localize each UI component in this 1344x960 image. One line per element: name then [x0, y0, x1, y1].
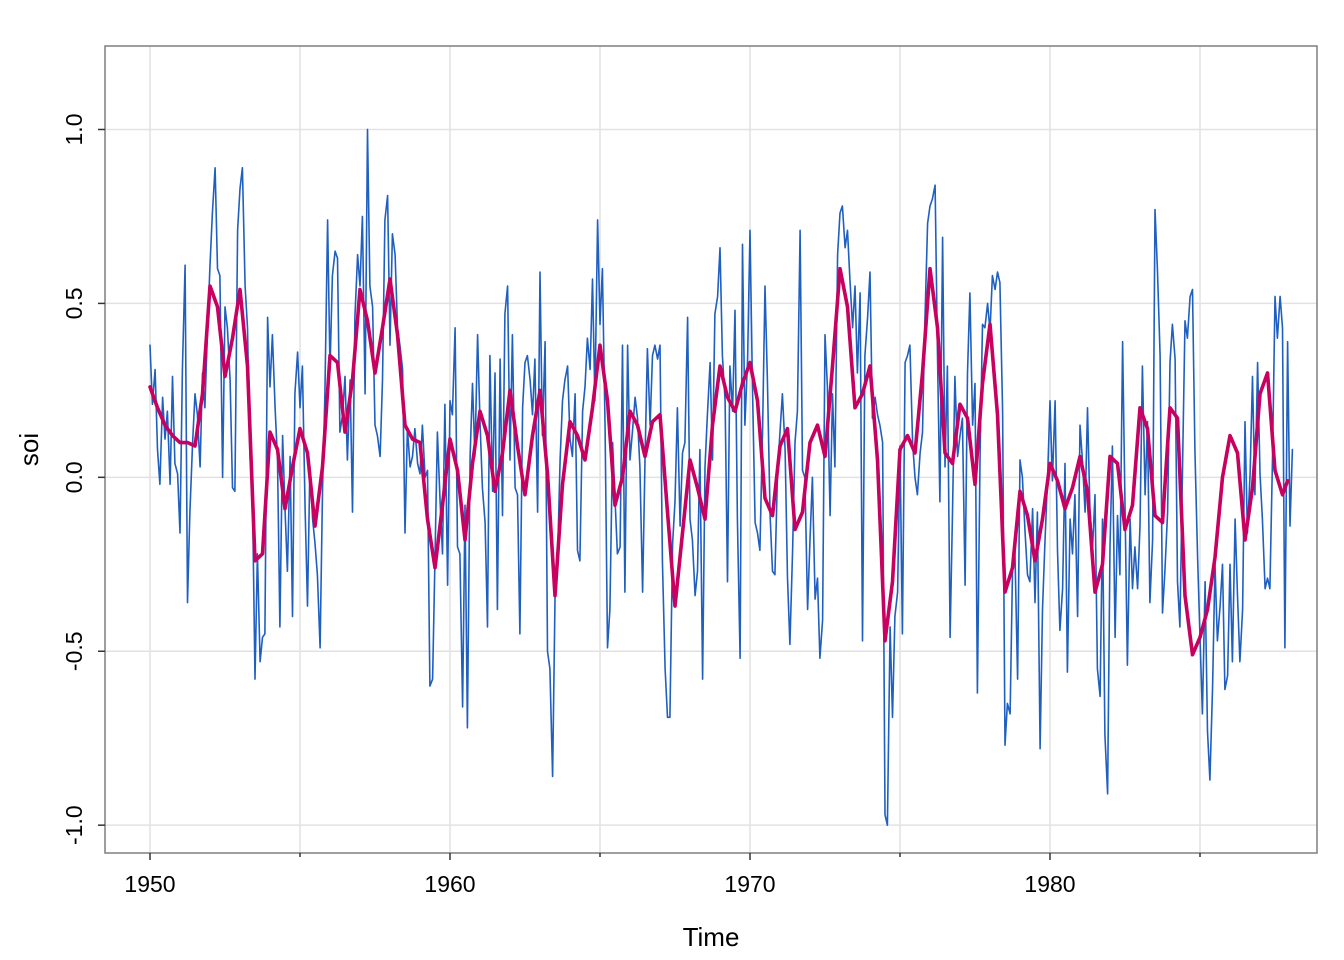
y-axis-title: soi — [14, 433, 44, 466]
x-tick-label: 1960 — [424, 871, 475, 897]
smoothed-series-line — [148, 266, 1290, 657]
axis-ticks: 1950 1960 1970 1980 -1.0 -0.5 0.0 0.5 1.0 — [61, 113, 1201, 897]
x-tick-label: 1980 — [1024, 871, 1075, 897]
y-tick-label: 0.5 — [61, 287, 87, 319]
y-tick-label: 1.0 — [61, 113, 87, 145]
x-tick-label: 1950 — [124, 871, 175, 897]
y-tick-label: -0.5 — [61, 631, 87, 671]
y-tick-label: -1.0 — [61, 805, 87, 845]
y-tick-label: 0.0 — [61, 461, 87, 493]
plot-frame — [104, 45, 1318, 854]
grid-lines — [105, 46, 1317, 853]
x-axis-title: Time — [683, 922, 740, 952]
series-lines — [148, 128, 1294, 826]
x-tick-label: 1970 — [724, 871, 775, 897]
